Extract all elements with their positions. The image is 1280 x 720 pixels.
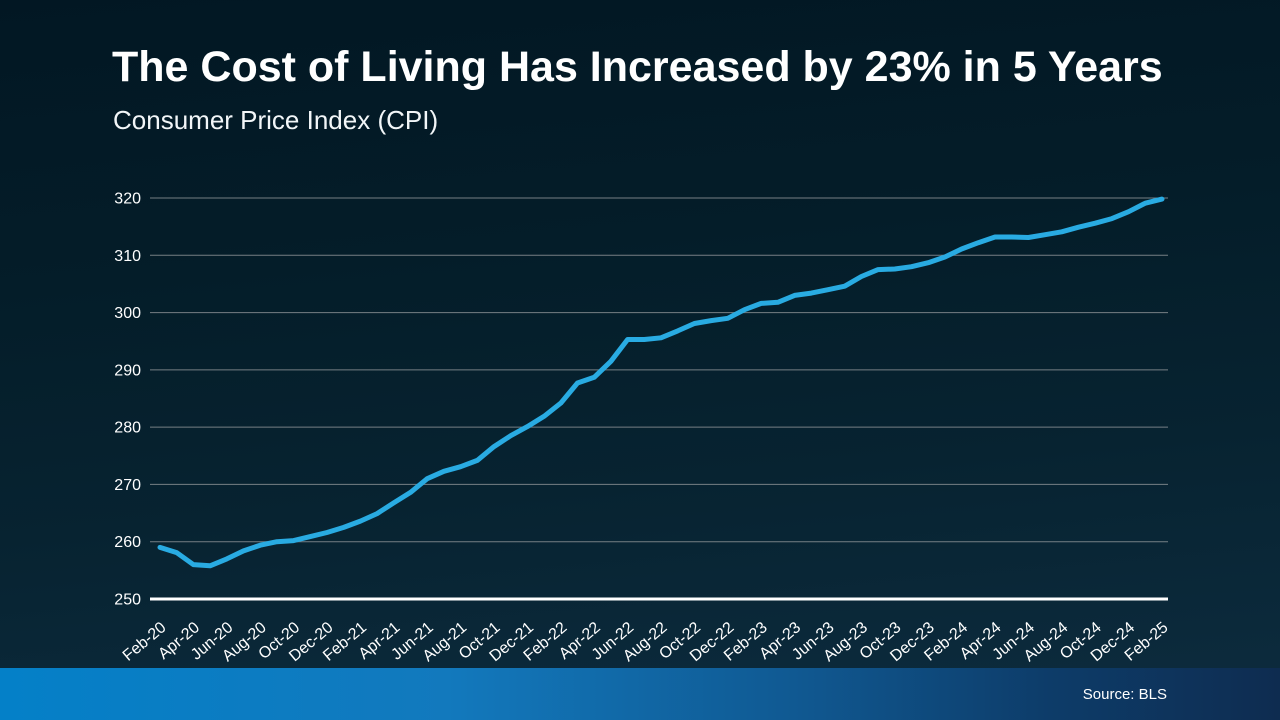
footer-bar: Source: BLS <box>0 668 1280 720</box>
y-tick-label: 250 <box>114 592 141 609</box>
y-tick-label: 290 <box>114 362 141 379</box>
y-tick-label: 280 <box>114 420 141 437</box>
y-tick-label: 310 <box>114 248 141 265</box>
y-tick-label: 270 <box>114 477 141 494</box>
y-tick-label: 300 <box>114 305 141 322</box>
y-tick-label: 320 <box>114 191 141 208</box>
cpi-line <box>157 196 1165 569</box>
chart-title: The Cost of Living Has Increased by 23% … <box>112 43 1163 91</box>
chart-subtitle: Consumer Price Index (CPI) <box>113 105 439 135</box>
y-tick-label: 260 <box>114 534 141 551</box>
source-label: Source: BLS <box>1082 685 1167 703</box>
